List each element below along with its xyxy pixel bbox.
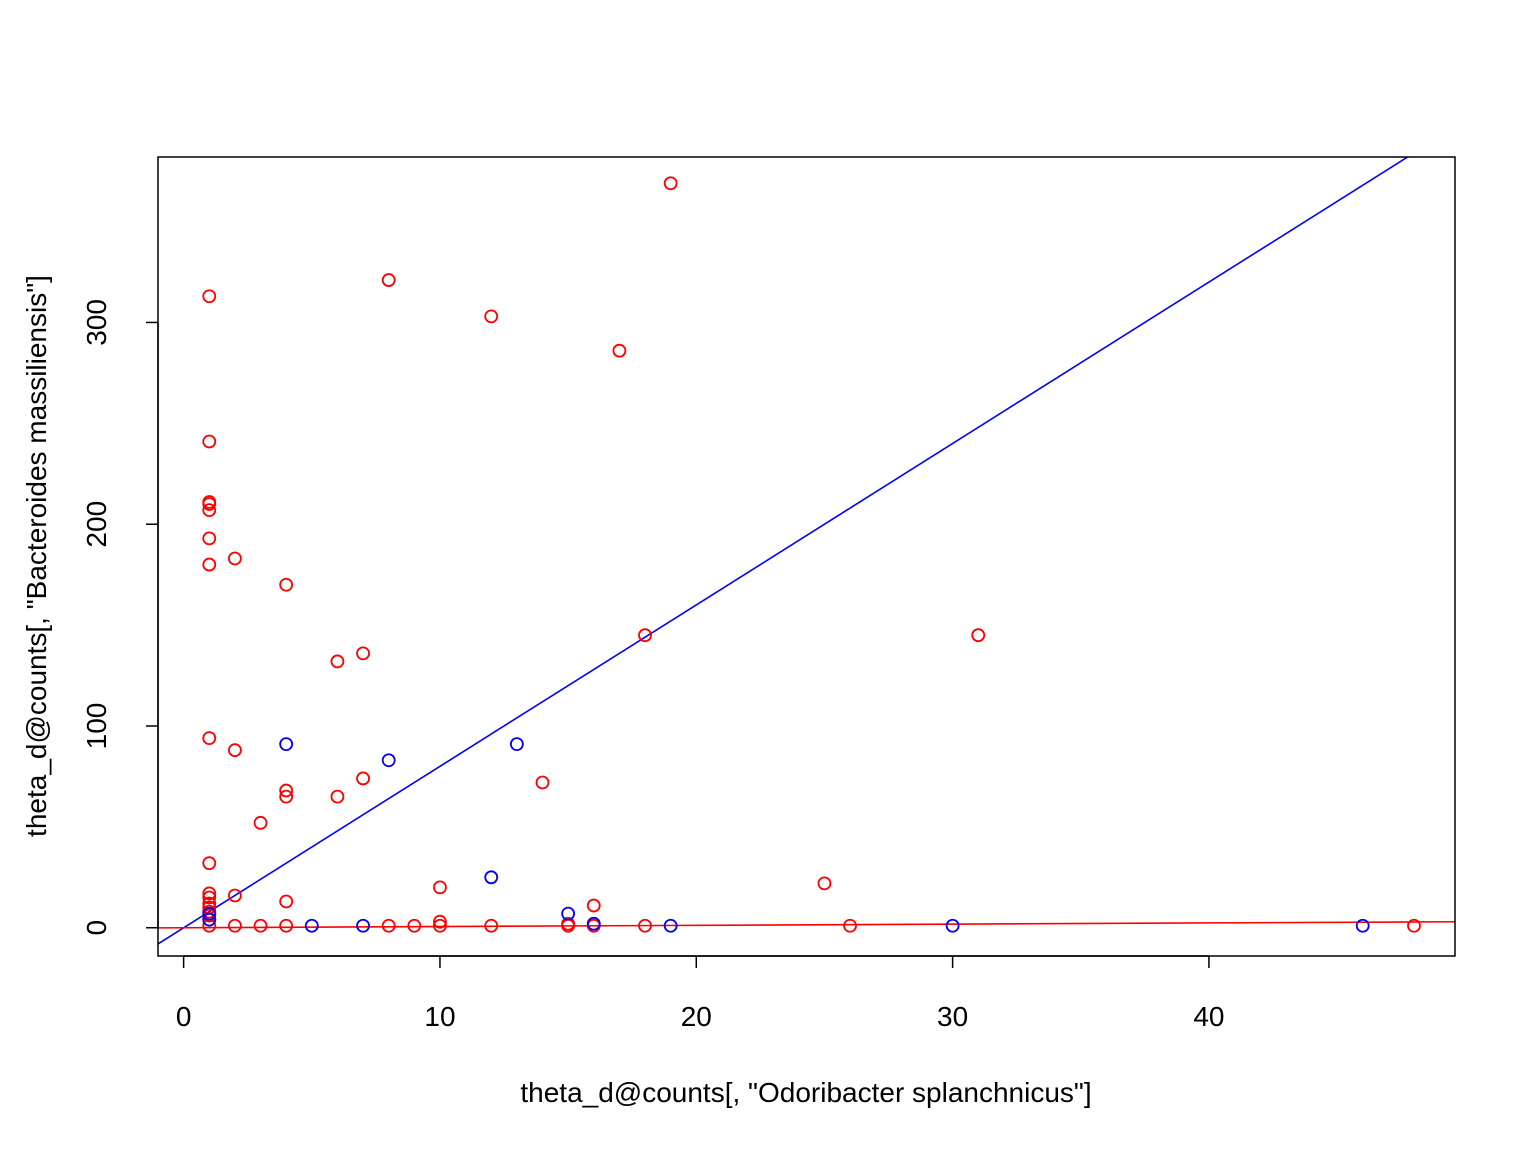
x-axis-title: theta_d@counts[, "Odoribacter splanchnic… [520, 1077, 1091, 1108]
data-point [202, 289, 217, 304]
data-point [330, 789, 345, 804]
data-point [356, 646, 370, 661]
data-point [535, 775, 550, 790]
data-point [202, 890, 217, 905]
x-tick-label: 20 [681, 1001, 712, 1032]
data-point [253, 815, 268, 830]
data-point [817, 876, 832, 891]
x-axis: 0 10 20 30 40 [176, 955, 1225, 1032]
data-point [638, 628, 652, 643]
data-point [484, 918, 499, 933]
x-tick-label: 0 [176, 1001, 192, 1032]
data-point [227, 918, 242, 933]
data-point [202, 497, 217, 511]
data-point [561, 906, 576, 921]
data-point [202, 912, 217, 927]
data-point [484, 870, 499, 885]
data-point [663, 918, 678, 933]
data-point [202, 434, 217, 449]
data-point [253, 918, 268, 933]
data-point [202, 503, 217, 517]
data-point [279, 918, 294, 933]
data-point [663, 176, 678, 191]
data-point [381, 273, 396, 287]
x-tick-label: 10 [424, 1001, 455, 1032]
data-point [202, 731, 217, 745]
x-tick-label: 40 [1193, 1001, 1224, 1032]
scatter-points [202, 176, 1421, 933]
data-point [227, 743, 242, 758]
data-point [1407, 918, 1421, 933]
y-axis: 0 100 200 300 [81, 299, 159, 936]
data-point [586, 916, 601, 931]
data-point [227, 551, 242, 566]
data-point [971, 628, 986, 643]
data-point [433, 880, 447, 895]
data-point [638, 918, 652, 933]
data-point [356, 918, 370, 933]
data-point [279, 789, 294, 804]
data-point [356, 771, 370, 786]
data-point [202, 856, 217, 871]
data-point [202, 557, 217, 572]
data-point [279, 737, 294, 752]
fit-line-1 [158, 157, 1410, 945]
data-point [381, 918, 396, 933]
data-point [279, 783, 294, 798]
data-point [202, 531, 217, 546]
y-tick-label: 300 [81, 299, 112, 346]
data-point [407, 918, 422, 933]
data-point [279, 577, 294, 592]
data-point [433, 918, 447, 933]
x-tick-label: 30 [937, 1001, 968, 1032]
fit-line-2 [158, 920, 1455, 929]
data-point [202, 886, 217, 901]
data-point [433, 914, 447, 929]
data-point [304, 918, 319, 933]
y-tick-label: 100 [81, 703, 112, 750]
data-point [330, 654, 345, 669]
data-point [1355, 918, 1370, 933]
data-point [202, 906, 217, 921]
data-point [843, 918, 857, 933]
y-tick-label: 200 [81, 501, 112, 548]
data-point [586, 898, 601, 913]
data-point [612, 343, 627, 358]
y-tick-label: 0 [81, 920, 112, 936]
fit-lines [158, 157, 1455, 945]
data-point [279, 894, 294, 909]
data-point [945, 918, 960, 933]
plot-frame [157, 156, 1456, 957]
data-point [484, 309, 499, 324]
data-point [509, 737, 524, 752]
data-point [227, 888, 242, 903]
data-point [381, 753, 396, 768]
y-axis-title: theta_d@counts[, "Bacteroides massiliens… [21, 275, 52, 837]
